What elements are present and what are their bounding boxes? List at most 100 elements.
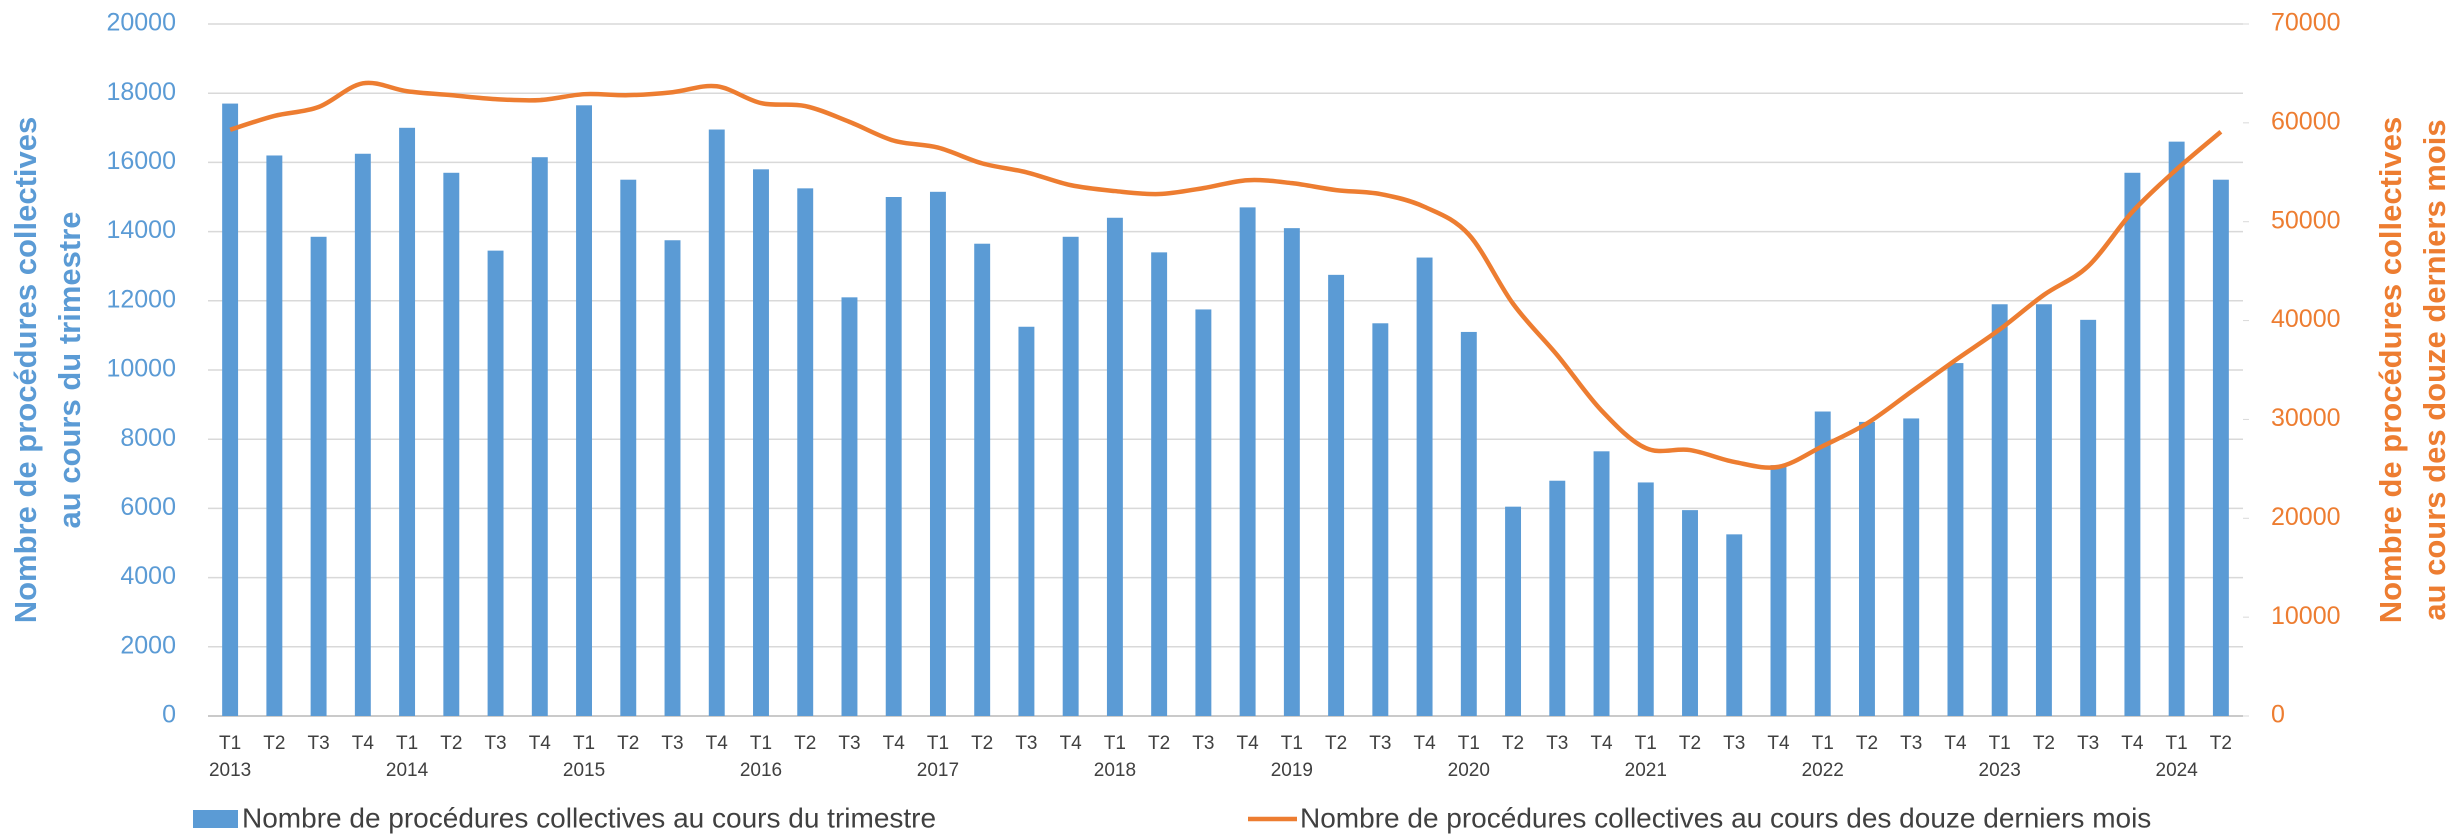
bar — [1505, 506, 1522, 716]
x-tick-label: T4 — [529, 733, 552, 754]
x-tick-label: T2 — [1325, 733, 1347, 754]
bar — [310, 236, 327, 717]
bar — [664, 240, 681, 716]
bar — [1416, 257, 1433, 716]
year-label: 2023 — [1979, 760, 2021, 781]
x-tick-label: T3 — [1015, 733, 1037, 754]
y-tick-label: 18000 — [106, 78, 176, 106]
bar — [443, 172, 460, 716]
bar — [354, 153, 371, 716]
x-tick-label: T3 — [308, 733, 330, 754]
x-tick-label: T4 — [1944, 733, 1967, 754]
x-tick-label: T4 — [706, 733, 729, 754]
bar — [222, 103, 239, 716]
y-tick-label: 4000 — [120, 562, 176, 590]
bar — [1859, 421, 1875, 716]
bar — [1239, 207, 1256, 716]
x-tick-label: T2 — [1148, 733, 1170, 754]
x-tick-label: T4 — [1060, 733, 1083, 754]
year-label: 2014 — [386, 760, 429, 781]
y-axis-title-line: au cours du trimestre — [52, 212, 87, 529]
y2-tick-label: 0 — [2271, 701, 2285, 729]
bar — [1372, 323, 1389, 716]
x-tick-label: T2 — [2033, 733, 2055, 754]
year-label: 2013 — [209, 760, 251, 781]
y2-tick-label: 10000 — [2271, 602, 2341, 630]
x-tick-label: T1 — [1635, 733, 1657, 754]
bar — [1726, 534, 1743, 716]
x-tick-label: T1 — [927, 733, 949, 754]
year-label: 2019 — [1271, 760, 1313, 781]
bar — [841, 297, 858, 716]
x-tick-label: T1 — [1812, 733, 1834, 754]
x-tick-label: T4 — [1413, 733, 1436, 754]
year-label: 2017 — [917, 760, 959, 781]
bar — [2124, 172, 2141, 716]
x-tick-label: T2 — [440, 733, 462, 754]
x-tick-label: T2 — [1856, 733, 1878, 754]
x-tick-label: T1 — [1281, 733, 1303, 754]
x-tick-label: T3 — [1546, 733, 1568, 754]
x-tick-label: T4 — [1237, 733, 1260, 754]
x-tick-label: T1 — [750, 733, 772, 754]
bar — [1903, 418, 1920, 716]
x-tick-label: T2 — [1679, 733, 1701, 754]
x-tick-label: T1 — [1104, 733, 1126, 754]
x-tick-label: T3 — [838, 733, 860, 754]
bar — [1947, 363, 1964, 716]
legend-swatch — [193, 810, 238, 828]
bar — [797, 188, 814, 717]
x-tick-label: T3 — [661, 733, 683, 754]
x-tick-label: T3 — [1723, 733, 1745, 754]
x-tick-label: T3 — [2077, 733, 2099, 754]
y2-axis-title-line: au cours des douze derniers mois — [2417, 119, 2452, 620]
x-tick-label: T4 — [883, 733, 906, 754]
x-tick-label: T1 — [396, 733, 418, 754]
x-tick-label: T4 — [1767, 733, 1790, 754]
bar — [1549, 480, 1566, 716]
bar — [974, 243, 991, 716]
x-tick-label: T3 — [1192, 733, 1214, 754]
bar — [1018, 326, 1035, 716]
bar — [2080, 319, 2097, 716]
x-tick-label: T2 — [1502, 733, 1524, 754]
bar — [2168, 141, 2185, 716]
y-tick-label: 2000 — [120, 631, 176, 659]
y2-axis-title-line: Nombre de procédures collectives — [2373, 117, 2408, 624]
year-label: 2020 — [1448, 760, 1490, 781]
y2-tick-label: 20000 — [2271, 503, 2341, 531]
x-tick-label: T1 — [573, 733, 595, 754]
x-tick-label: T2 — [263, 733, 285, 754]
y-tick-label: 20000 — [106, 9, 176, 37]
legend-label: Nombre de procédures collectives au cour… — [1300, 802, 2151, 833]
y2-axis-title: Nombre de procédures collectives au cours… — [2373, 117, 2452, 624]
year-label: 2022 — [1802, 760, 1844, 781]
bar — [531, 157, 548, 716]
x-tick-label: T4 — [352, 733, 375, 754]
bar — [1283, 228, 1300, 716]
bar — [929, 191, 946, 716]
y2-tick-label: 60000 — [2271, 107, 2341, 135]
x-tick-label: T4 — [1590, 733, 1613, 754]
y2-tick-label: 30000 — [2271, 404, 2341, 432]
year-label: 2021 — [1625, 760, 1667, 781]
bar — [399, 127, 416, 717]
x-tick-label: T1 — [1458, 733, 1480, 754]
bar — [1062, 236, 1079, 717]
x-tick-label: T1 — [2166, 733, 2188, 754]
bar — [1593, 451, 1610, 716]
year-label: 2024 — [2156, 760, 2199, 781]
year-label: 2016 — [740, 760, 782, 781]
x-tick-label: T2 — [617, 733, 639, 754]
y-tick-label: 14000 — [106, 216, 176, 244]
y2-tick-label: 70000 — [2271, 9, 2341, 37]
x-tick-label: T1 — [219, 733, 241, 754]
bar — [2212, 179, 2229, 716]
bar — [1682, 510, 1698, 716]
bar — [1637, 482, 1654, 716]
year-label: 2015 — [563, 760, 605, 781]
y-tick-label: 12000 — [106, 285, 176, 313]
bar — [1328, 274, 1345, 716]
x-tick-label: T2 — [794, 733, 816, 754]
bar — [1151, 252, 1168, 717]
